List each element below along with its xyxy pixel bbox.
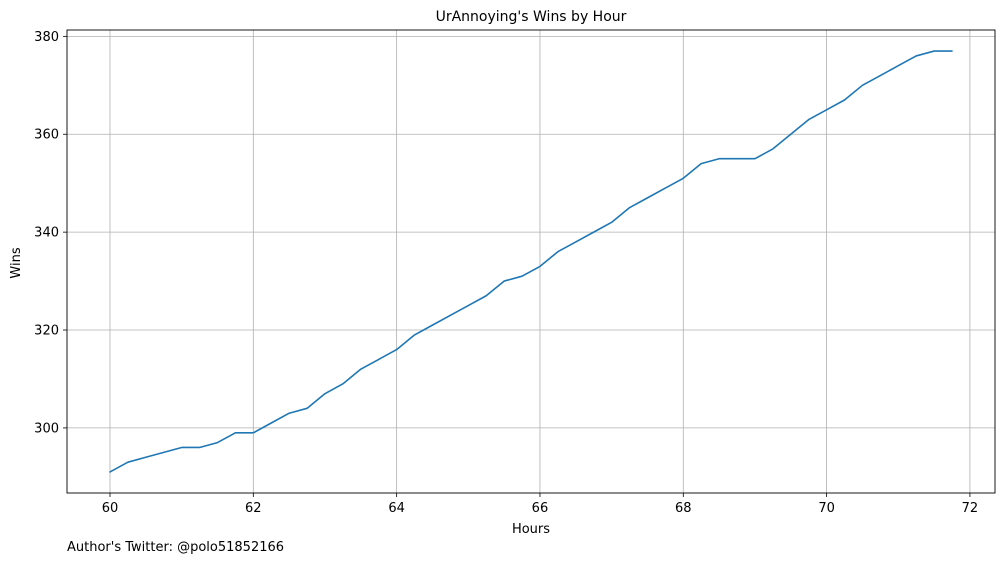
x-tick-label: 62	[245, 501, 262, 516]
x-tick-label: 60	[102, 501, 119, 516]
y-tick-label: 340	[34, 226, 59, 241]
x-tick-label: 72	[962, 501, 979, 516]
y-tick-label: 380	[34, 30, 59, 45]
y-tick-label: 320	[34, 324, 59, 339]
y-axis-ticks: 300 320 340 360 380	[34, 30, 67, 436]
y-tick-label: 300	[34, 421, 59, 436]
x-tick-label: 64	[388, 501, 405, 516]
author-footnote: Author's Twitter: @polo51852166	[67, 540, 284, 555]
series-line-wins	[109, 50, 953, 473]
y-tick-label: 360	[34, 128, 59, 143]
plot-frame	[66, 29, 996, 494]
y-axis-label: Wins	[9, 247, 24, 278]
x-tick-label: 70	[818, 501, 835, 516]
x-tick-label: 66	[532, 501, 549, 516]
x-axis-label: Hours	[512, 522, 550, 537]
x-axis-ticks: 60 62 64 66 68 70 72	[102, 493, 978, 516]
grid-lines	[67, 30, 995, 493]
x-tick-label: 68	[675, 501, 692, 516]
chart-title: UrAnnoying's Wins by Hour	[436, 9, 627, 25]
